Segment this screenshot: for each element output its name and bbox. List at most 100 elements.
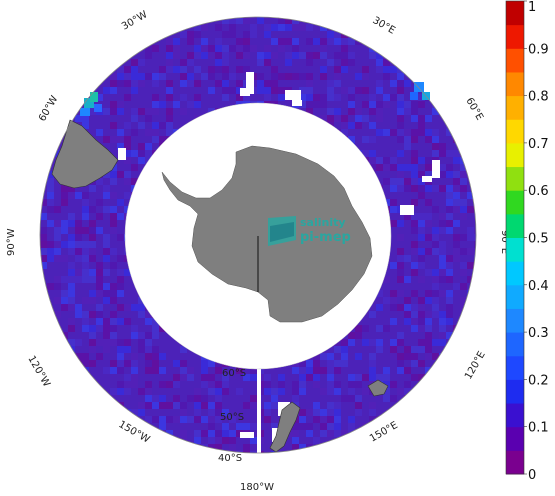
ocean-cell <box>117 388 124 395</box>
ocean-cell <box>313 360 320 367</box>
ocean-cell <box>68 290 75 297</box>
ocean-cell <box>138 311 145 318</box>
ocean-cell <box>222 374 229 381</box>
ocean-cell <box>271 402 278 409</box>
ocean-cell <box>194 52 201 59</box>
ocean-cell <box>180 430 187 437</box>
ocean-cell <box>131 73 138 80</box>
ocean-cell <box>103 185 110 192</box>
ocean-cell <box>110 122 117 129</box>
ocean-cell <box>383 164 390 171</box>
ocean-cell <box>306 87 313 94</box>
ocean-cell <box>68 234 75 241</box>
ocean-cell <box>201 45 208 52</box>
ocean-cell <box>75 115 82 122</box>
ocean-cell <box>194 94 201 101</box>
ocean-cell <box>299 360 306 367</box>
ocean-cell <box>376 325 383 332</box>
ocean-cell <box>131 374 138 381</box>
ocean-cell <box>411 269 418 276</box>
ocean-cell <box>397 122 404 129</box>
ocean-cell <box>138 304 145 311</box>
ocean-cell <box>432 150 439 157</box>
ocean-cell <box>411 325 418 332</box>
ocean-cell <box>446 185 453 192</box>
ocean-cell <box>103 241 110 248</box>
ocean-cell <box>264 381 271 388</box>
ocean-cell <box>306 59 313 66</box>
ocean-cell <box>236 66 243 73</box>
south-america <box>51 119 119 189</box>
ocean-cell <box>453 199 460 206</box>
colorbar-swatch <box>506 95 524 120</box>
ocean-cell <box>180 402 187 409</box>
ocean-cell <box>425 290 432 297</box>
ocean-cell <box>40 248 47 255</box>
ocean-cell <box>264 59 271 66</box>
ocean-cell <box>229 416 236 423</box>
lon-label-30e: 30°E <box>371 15 397 37</box>
ocean-cell <box>75 360 82 367</box>
ocean-cell <box>166 87 173 94</box>
ocean-cell <box>124 346 131 353</box>
ocean-cell <box>194 31 201 38</box>
ocean-cell <box>439 325 446 332</box>
ocean-cell <box>341 115 348 122</box>
ocean-cell <box>397 136 404 143</box>
ocean-cell <box>173 395 180 402</box>
ocean-cell <box>390 94 397 101</box>
lon-label-150e: 150°E <box>368 420 400 445</box>
ocean-cell <box>145 367 152 374</box>
ocean-cell <box>159 101 166 108</box>
ocean-cell <box>82 199 89 206</box>
ocean-cell <box>110 192 117 199</box>
ocean-cell <box>152 101 159 108</box>
ocean-cell <box>355 73 362 80</box>
ocean-cell <box>117 108 124 115</box>
ocean-cell <box>75 339 82 346</box>
ocean-cell <box>285 24 292 31</box>
ocean-cell <box>292 430 299 437</box>
colorbar-swatch <box>506 379 524 404</box>
ocean-cell <box>348 101 355 108</box>
ocean-cell <box>425 157 432 164</box>
ocean-cell <box>117 381 124 388</box>
ocean-cell <box>299 409 306 416</box>
ocean-cell <box>411 164 418 171</box>
ocean-cell <box>194 115 201 122</box>
colorbar-tick-label: 0.1 <box>528 421 549 436</box>
ocean-cell <box>334 367 341 374</box>
ocean-cell <box>110 178 117 185</box>
ocean-cell <box>166 129 173 136</box>
ocean-cell <box>208 388 215 395</box>
ocean-cell <box>61 290 68 297</box>
lon-label-60w: 60°W <box>37 94 60 124</box>
ocean-cell <box>404 129 411 136</box>
ocean-cell <box>145 171 152 178</box>
ocean-cell <box>348 87 355 94</box>
ocean-cell <box>110 311 117 318</box>
ocean-cell <box>208 430 215 437</box>
ocean-cell <box>383 66 390 73</box>
ocean-cell <box>145 311 152 318</box>
colorbar-tick-label: 0.8 <box>528 90 549 105</box>
ocean-cell <box>54 206 61 213</box>
ocean-cell <box>243 451 250 454</box>
ocean-cell <box>313 451 320 454</box>
ocean-cell <box>404 367 411 374</box>
ocean-cell <box>376 339 383 346</box>
ocean-cell <box>285 73 292 80</box>
ocean-cell <box>320 115 327 122</box>
ocean-cell <box>369 353 376 360</box>
ocean-cell <box>47 178 54 185</box>
ocean-cell <box>264 80 271 87</box>
ocean-cell <box>439 290 446 297</box>
data-gap-180 <box>257 369 261 455</box>
ocean-cell <box>376 416 383 423</box>
ocean-cell <box>68 248 75 255</box>
ocean-cell <box>439 143 446 150</box>
ocean-cell <box>82 269 89 276</box>
ocean-cell <box>152 416 159 423</box>
ocean-cell <box>222 409 229 416</box>
ocean-cell <box>446 262 453 269</box>
